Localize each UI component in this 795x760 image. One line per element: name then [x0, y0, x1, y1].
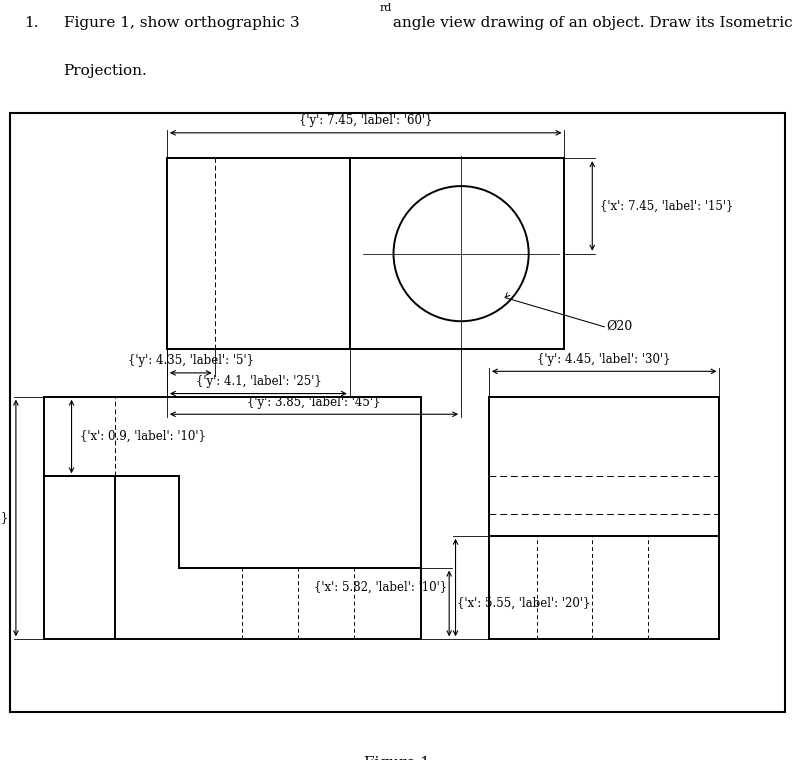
Text: Figure 1, show orthographic 3: Figure 1, show orthographic 3: [64, 17, 299, 30]
Text: {'y': 4.45, 'label': '30'}: {'y': 4.45, 'label': '30'}: [537, 353, 671, 366]
Text: {'x': 5.55, 'label': '20'}: {'x': 5.55, 'label': '20'}: [457, 597, 591, 610]
Text: 1.: 1.: [24, 17, 38, 30]
Text: Figure 1: Figure 1: [364, 756, 431, 760]
Text: {'y': 4.1, 'label': '25'}: {'y': 4.1, 'label': '25'}: [196, 375, 321, 388]
Text: {'x': 0.18, 'label': '35'}: {'x': 0.18, 'label': '35'}: [0, 511, 8, 524]
Text: {'y': 7.45, 'label': '60'}: {'y': 7.45, 'label': '60'}: [299, 114, 432, 127]
Text: {'x': 7.45, 'label': '15'}: {'x': 7.45, 'label': '15'}: [600, 199, 734, 213]
Text: angle view drawing of an object. Draw its Isometric: angle view drawing of an object. Draw it…: [388, 17, 793, 30]
Text: {'x': 0.9, 'label': '10'}: {'x': 0.9, 'label': '10'}: [80, 430, 205, 443]
Text: {'y': 3.85, 'label': '45'}: {'y': 3.85, 'label': '45'}: [247, 396, 381, 409]
Text: Projection.: Projection.: [64, 64, 147, 78]
Text: rd: rd: [380, 3, 393, 13]
Text: {'y': 4.35, 'label': '5'}: {'y': 4.35, 'label': '5'}: [128, 354, 254, 367]
Text: Ø20: Ø20: [607, 320, 633, 334]
Text: {'x': 5.82, 'label': '10'}: {'x': 5.82, 'label': '10'}: [315, 581, 448, 594]
